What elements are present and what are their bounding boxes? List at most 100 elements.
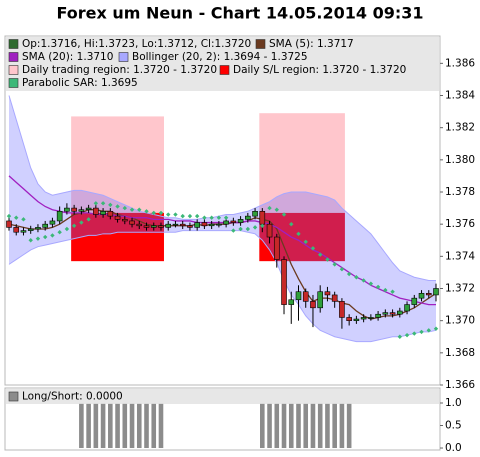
sar-dot	[223, 215, 229, 220]
legend-swatch	[255, 39, 266, 49]
candle-body	[295, 291, 302, 301]
candle-body	[78, 209, 85, 212]
lower-layer: Long/Short: 0.0000 0.0 0.5 1.0	[6, 389, 462, 454]
legend-swatch	[118, 52, 129, 62]
candle-body	[35, 227, 41, 230]
bar	[339, 402, 345, 449]
sar-dot	[122, 205, 127, 211]
candle-body	[404, 304, 410, 312]
sar-dot	[325, 257, 330, 262]
sar-dot	[274, 207, 279, 212]
bar	[122, 402, 128, 449]
candle-body	[20, 230, 27, 233]
sar-dot	[86, 217, 91, 222]
sar-dot	[173, 212, 178, 217]
sar-dot	[216, 215, 222, 220]
chart-title: Forex um Neun - Chart 14.05.2014 09:31	[56, 4, 423, 23]
sar-dot	[50, 233, 55, 238]
candle-body	[223, 220, 229, 225]
legend-swatch	[8, 39, 19, 49]
candle-body	[418, 293, 425, 299]
y-tick-label: 1.372	[445, 283, 475, 295]
region	[259, 113, 345, 213]
sar-dot	[252, 225, 258, 230]
bar	[317, 402, 323, 449]
sar-dot	[71, 223, 77, 228]
candle-body	[136, 223, 143, 227]
y-tick-label: 1.384	[445, 90, 475, 102]
legend-label: Parabolic SAR: 1.3695	[22, 77, 138, 89]
sar-dot	[187, 213, 193, 219]
sar-dot	[346, 271, 352, 277]
y-tick-label: 1.368	[445, 347, 475, 359]
sar-dot	[375, 284, 381, 290]
candle-body	[216, 223, 222, 226]
bar	[296, 402, 301, 449]
candle-body	[85, 207, 92, 210]
candle-body	[13, 227, 20, 233]
sar-dot	[166, 212, 171, 217]
legend-swatch	[8, 52, 19, 62]
sar-dot	[209, 215, 214, 220]
sar-dot	[35, 236, 41, 241]
sar-dot	[238, 226, 243, 232]
sar-dot	[433, 326, 439, 331]
candle-body	[114, 215, 121, 220]
bar	[136, 402, 142, 449]
sar-dot	[14, 215, 19, 220]
candle-body	[273, 236, 280, 260]
candle-body	[252, 211, 258, 217]
band-lower	[8, 230, 437, 343]
sar-dot	[6, 213, 12, 219]
sar-dot	[339, 267, 345, 272]
legend-label: Long/Short: 0.0000	[22, 391, 123, 403]
sar-dot	[194, 213, 200, 219]
y-tick-label: 0.5	[445, 420, 462, 432]
sar-dot	[318, 252, 323, 257]
candle-body	[179, 223, 186, 227]
sar-dot	[390, 289, 395, 294]
candle-body	[317, 291, 324, 309]
candle-body	[201, 222, 208, 227]
candle-body	[107, 211, 114, 217]
sar-dot	[368, 281, 374, 286]
sar-dot	[129, 207, 135, 212]
band-fill	[9, 95, 436, 342]
y-tick-label: 0.0	[445, 442, 462, 454]
y-tick-label: 1.370	[445, 315, 475, 327]
bar	[274, 402, 280, 449]
sar-dot	[115, 204, 120, 209]
candle-body	[71, 207, 77, 212]
bar	[129, 402, 135, 449]
y-tick-label: 1.386	[445, 57, 475, 69]
legend-box	[6, 37, 439, 91]
candle-body	[375, 313, 381, 318]
sar-dot	[289, 221, 294, 227]
bar	[100, 402, 106, 449]
legend-swatch	[8, 391, 19, 402]
candle-body	[56, 211, 63, 222]
sar-dot	[332, 262, 337, 267]
sar-dot	[281, 212, 287, 217]
bar	[260, 402, 265, 449]
bar	[108, 402, 113, 449]
y-tick-label: 1.366	[445, 379, 475, 391]
candle-body	[368, 317, 374, 319]
legend-label: Daily S/L region: 1.3720 - 1.3720	[233, 64, 406, 76]
legend-label: SMA (20): 1.3710	[22, 51, 113, 63]
legend-box	[6, 389, 439, 404]
candle-body	[266, 223, 273, 238]
candle-body	[331, 294, 338, 302]
candle-body	[93, 207, 99, 215]
bar	[281, 402, 287, 449]
bar	[158, 402, 164, 449]
legend-swatch	[8, 65, 19, 75]
region	[71, 116, 164, 213]
candle-body	[187, 225, 193, 228]
bar	[86, 402, 91, 449]
sar-dot	[412, 331, 417, 336]
sar-dot	[100, 201, 106, 206]
region	[259, 212, 345, 262]
sar-dot	[354, 275, 359, 280]
legend-label: SMA (5): 1.3717	[269, 38, 354, 50]
